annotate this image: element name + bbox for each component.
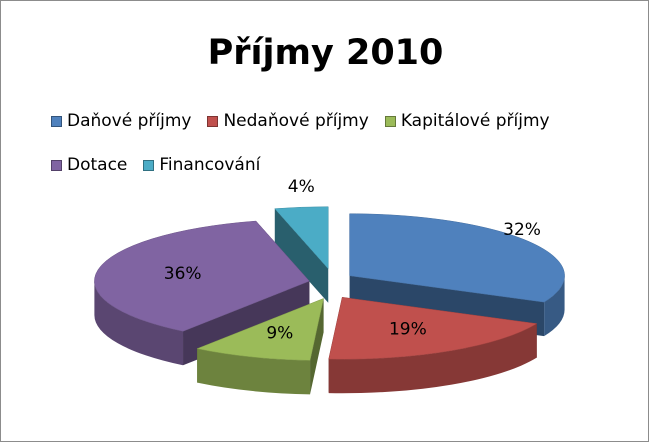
slice-wall [197, 348, 311, 395]
legend-swatch [51, 159, 62, 171]
legend-swatch [384, 115, 396, 127]
data-label: 36% [164, 264, 202, 284]
slice [196, 298, 324, 395]
legend-label: Financování [159, 155, 261, 175]
legend-item: Financování [143, 155, 260, 175]
slice-top [349, 213, 565, 303]
legend-swatch [51, 115, 62, 127]
legend-label: Nedaňové příjmy [223, 111, 369, 131]
data-label: 19% [389, 319, 427, 339]
data-label: 9% [266, 323, 293, 343]
data-label: 32% [503, 220, 541, 240]
legend-item: Daňové příjmy [51, 111, 191, 131]
slice [274, 206, 329, 303]
legend-label: Kapitálové příjmy [400, 111, 550, 131]
legend-label: Daňové příjmy [67, 111, 192, 131]
slice [328, 296, 538, 394]
legend: Daňové příjmy Nedaňové příjmy Kapitálové p… [51, 111, 641, 175]
slice-top [196, 298, 324, 361]
legend-label: Dotace [67, 155, 128, 175]
slice-top [328, 296, 538, 360]
slice-wall [328, 323, 537, 394]
legend-item: Dotace [51, 155, 127, 175]
slice-wall [544, 275, 565, 337]
data-label: 4% [288, 177, 315, 197]
legend-swatch [207, 115, 219, 127]
legend-item: Kapitálové příjmy [384, 111, 550, 131]
slice-wall [94, 281, 184, 366]
slice-top [94, 220, 310, 332]
legend-item: Nedaňové příjmy [207, 111, 369, 131]
chart-title: Příjmy 2010 [207, 33, 444, 73]
legend-swatch [143, 159, 155, 171]
slice-side [274, 208, 329, 303]
slice-top [274, 206, 329, 270]
